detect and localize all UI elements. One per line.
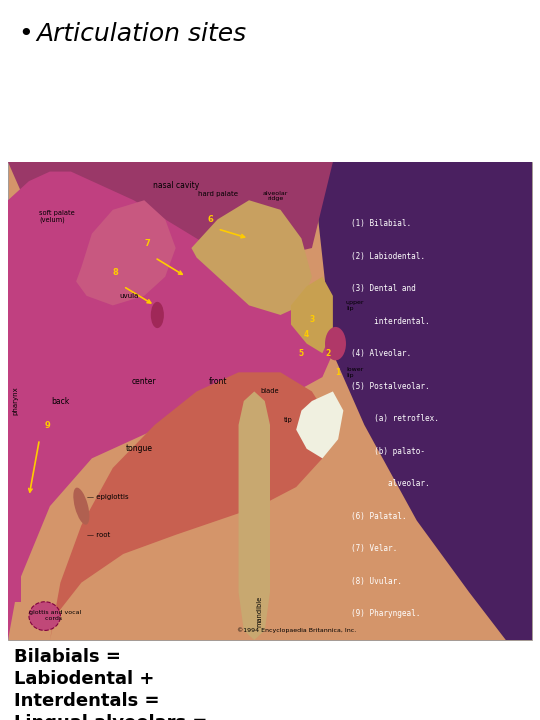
Text: ©1994 Encyclopaedia Britannica, Inc.: ©1994 Encyclopaedia Britannica, Inc.	[237, 627, 356, 633]
Text: (8) Uvular.: (8) Uvular.	[351, 577, 402, 586]
Text: Interdentals =: Interdentals =	[14, 692, 159, 710]
Bar	[8, 162, 532, 640]
Ellipse shape	[325, 327, 346, 361]
Text: Labiodental +: Labiodental +	[14, 670, 154, 688]
Text: center: center	[132, 377, 157, 387]
Text: (b) palato-: (b) palato-	[351, 447, 425, 456]
Polygon shape	[8, 171, 333, 640]
Text: 4: 4	[304, 330, 309, 338]
Text: back: back	[51, 397, 70, 405]
Polygon shape	[291, 276, 333, 354]
Polygon shape	[296, 392, 343, 459]
Text: pharynx: pharynx	[13, 387, 19, 415]
Text: mandible: mandible	[256, 595, 262, 627]
Text: alveolar.: alveolar.	[351, 480, 430, 488]
Polygon shape	[191, 200, 312, 315]
Text: 1: 1	[335, 368, 341, 377]
Polygon shape	[76, 200, 176, 305]
Text: (6) Palatal.: (6) Palatal.	[351, 512, 407, 521]
Polygon shape	[8, 162, 333, 267]
Text: — epiglottis: — epiglottis	[86, 494, 128, 500]
Text: (7) Velar.: (7) Velar.	[351, 544, 397, 554]
Text: glottis and vocal
        cords: glottis and vocal cords	[29, 610, 81, 621]
Text: Lingual alveolars =: Lingual alveolars =	[14, 714, 207, 720]
Polygon shape	[50, 372, 333, 640]
Text: — root: — root	[86, 532, 110, 538]
Text: lower
lip: lower lip	[346, 367, 363, 378]
Text: Bilabials =: Bilabials =	[14, 648, 121, 666]
Text: tip: tip	[284, 417, 293, 423]
Text: 9: 9	[45, 420, 50, 430]
Ellipse shape	[29, 602, 60, 631]
Text: Articulation sites: Articulation sites	[36, 22, 246, 46]
Text: uvula: uvula	[120, 293, 139, 299]
Text: (5) Postalveolar.: (5) Postalveolar.	[351, 382, 430, 391]
Text: 3: 3	[309, 315, 314, 324]
Text: 6: 6	[207, 215, 213, 224]
Ellipse shape	[73, 487, 90, 525]
Text: front: front	[208, 377, 227, 387]
Text: •: •	[18, 22, 33, 46]
Text: 7: 7	[144, 239, 150, 248]
Text: hard palate: hard palate	[198, 191, 238, 197]
Text: tongue: tongue	[125, 444, 152, 454]
Text: alveolar
ridge: alveolar ridge	[262, 191, 288, 202]
Text: (4) Alveolar.: (4) Alveolar.	[351, 349, 411, 359]
Bar	[8, 267, 21, 602]
Text: blade: blade	[261, 389, 279, 395]
Text: (3) Dental and: (3) Dental and	[351, 284, 416, 293]
Text: 5: 5	[299, 348, 304, 358]
Text: (a) retroflex.: (a) retroflex.	[351, 415, 439, 423]
Text: nasal cavity: nasal cavity	[153, 181, 199, 190]
Ellipse shape	[151, 302, 164, 328]
Text: (9) Pharyngeal.: (9) Pharyngeal.	[351, 609, 421, 618]
Polygon shape	[312, 162, 532, 640]
Text: (1) Bilabial.: (1) Bilabial.	[351, 220, 411, 228]
Text: interdental.: interdental.	[351, 317, 430, 326]
Text: (2) Labiodental.: (2) Labiodental.	[351, 252, 425, 261]
Text: 8: 8	[113, 268, 119, 276]
Text: soft palate
(velum): soft palate (velum)	[39, 210, 75, 223]
Text: 2: 2	[325, 348, 330, 358]
Polygon shape	[239, 392, 270, 640]
Text: upper
lip: upper lip	[346, 300, 364, 311]
